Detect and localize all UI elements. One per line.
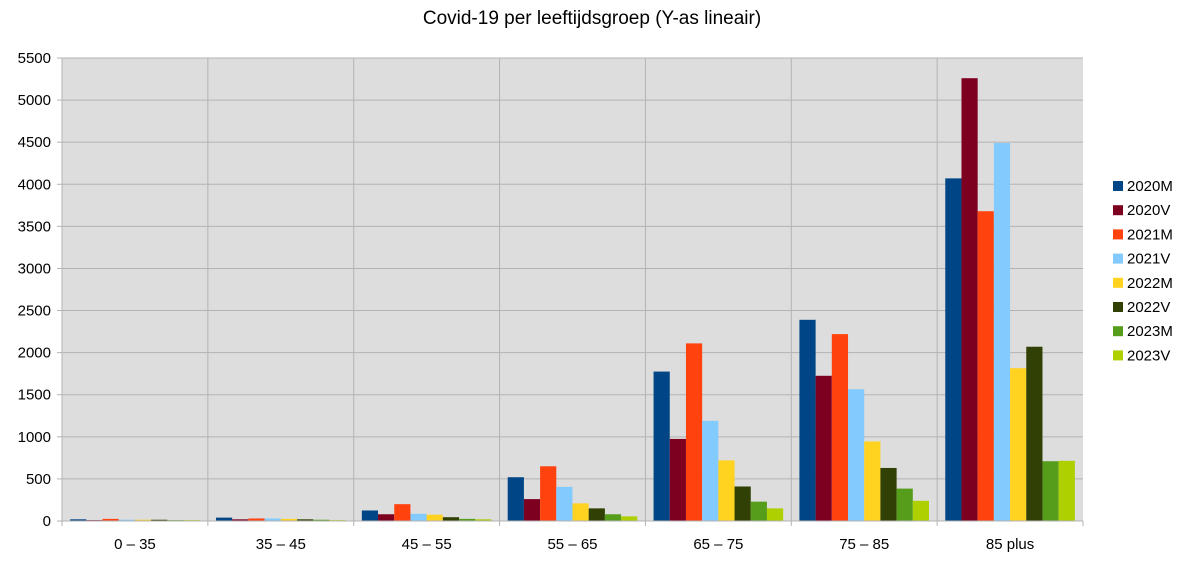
bar-2020M-5 [799,319,816,521]
bar-2021M-6 [977,211,994,521]
legend-label-2020M: 2020M [1127,178,1173,195]
bar-2023M-5 [896,488,913,521]
y-tick-label: 2500 [18,303,51,320]
bar-2020M-2 [361,510,379,521]
bar-2023M-2 [459,518,476,521]
bar-2021M-0 [102,518,119,521]
bar-2020V-4 [669,438,686,521]
bar-2021V-4 [702,420,719,521]
y-tick-label: 500 [26,471,51,488]
bar-2020M-6 [945,178,962,521]
bar-2023V-6 [1058,460,1075,521]
bar-2021V-0 [118,519,135,521]
bar-2021M-4 [685,343,703,521]
y-tick-label: 0 [43,513,51,530]
bar-2021M-3 [540,466,557,521]
bar-2022M-3 [572,503,589,521]
legend: 2020M 2020V 2021M 2021V 2022M 2022V 2023M 2023V [1113,178,1173,364]
x-tick-label: 85 plus [986,536,1034,553]
bar-2022V-6 [1026,346,1043,521]
legend-label-2021V: 2021V [1127,251,1170,268]
bar-2021M-2 [394,504,411,521]
bar-2020M-1 [215,517,233,521]
bar-2023M-1 [313,519,330,521]
legend-swatch-2023M [1113,326,1123,337]
bar-2022M-0 [134,519,152,521]
bar-2022V-1 [296,519,314,521]
bar-2022M-2 [426,514,443,521]
plot-area [62,58,1083,521]
y-tick-label: 3500 [18,218,51,235]
bar-2020V-1 [232,519,249,521]
x-tick-label: 0 – 35 [114,536,156,553]
legend-label-2020V: 2020V [1127,202,1170,219]
bar-2021M-5 [831,334,849,521]
x-tick-label: 55 – 65 [547,536,597,553]
legend-swatch-2023V [1113,350,1123,361]
bar-2022M-1 [280,518,297,521]
legend-label-2021M: 2021M [1127,226,1173,243]
legend-label-2022M: 2022M [1127,275,1173,292]
bar-2022V-4 [734,486,751,521]
y-tick-label: 5000 [18,92,51,109]
bar-2020V-2 [378,514,395,521]
bar-2020V-3 [523,499,541,521]
bar-2021V-1 [264,518,281,521]
legend-label-2023M: 2023M [1127,323,1173,340]
bar-2023V-3 [621,516,638,521]
bar-2023V-5 [912,500,930,521]
chart-title: Covid-19 per leeftijdsgroep (Y-as lineai… [423,8,761,29]
bar-2020V-6 [961,78,978,521]
bar-2022M-5 [864,441,881,521]
bar-2022V-5 [880,467,897,521]
bar-2020M-0 [70,519,87,521]
y-tick-label: 4000 [18,176,51,193]
bars [70,78,1075,522]
bar-2022V-0 [151,519,168,521]
bar-2021V-3 [556,486,573,521]
legend-swatch-2021V [1113,253,1123,264]
bar-2021V-2 [410,513,427,521]
legend-label-2023V: 2023V [1127,347,1170,364]
bar-2020M-4 [653,371,670,521]
bar-2022V-2 [442,517,460,521]
legend-swatch-2022V [1113,302,1123,312]
y-tick-label: 1000 [18,429,51,446]
legend-label-2022V: 2022V [1127,299,1170,316]
bar-2023V-4 [766,508,784,521]
y-tick-label: 5500 [18,50,51,67]
x-tick-label: 65 – 75 [693,536,743,553]
legend-swatch-2020V [1113,205,1123,216]
y-axis-tick-labels: 0 500 1000 1500 2000 2500 3000 3500 4000 4500 5000… [18,50,51,530]
bar-2023M-6 [1042,461,1059,521]
bar-2022M-4 [718,460,735,521]
bar-2021V-5 [848,389,865,521]
x-tick-label: 45 – 55 [402,536,452,553]
bar-2021V-6 [993,143,1011,522]
legend-swatch-2020M [1113,181,1123,191]
axes [57,57,1084,526]
bar-2020M-3 [507,477,524,521]
y-tick-label: 1500 [18,387,51,404]
x-tick-label: 75 – 85 [839,536,889,553]
bar-2021M-1 [248,518,265,521]
y-tick-label: 4500 [18,134,51,151]
gridlines [62,57,1083,522]
bar-2020V-5 [815,375,832,521]
bar-2023V-2 [475,519,492,521]
y-tick-label: 3000 [18,260,51,277]
bar-2023M-4 [750,501,767,521]
bar-2022V-3 [588,508,605,521]
legend-swatch-2021M [1113,229,1123,240]
x-axis-tick-labels: 0 – 35 35 – 45 45 – 55 55 – 65 65 – 75 75 – 8… [114,536,1034,553]
bar-2023M-3 [604,514,622,521]
bar-2022M-6 [1010,368,1027,521]
x-tick-label: 35 – 45 [256,536,306,553]
legend-swatch-2022M [1113,277,1123,288]
y-tick-label: 2000 [18,345,51,362]
